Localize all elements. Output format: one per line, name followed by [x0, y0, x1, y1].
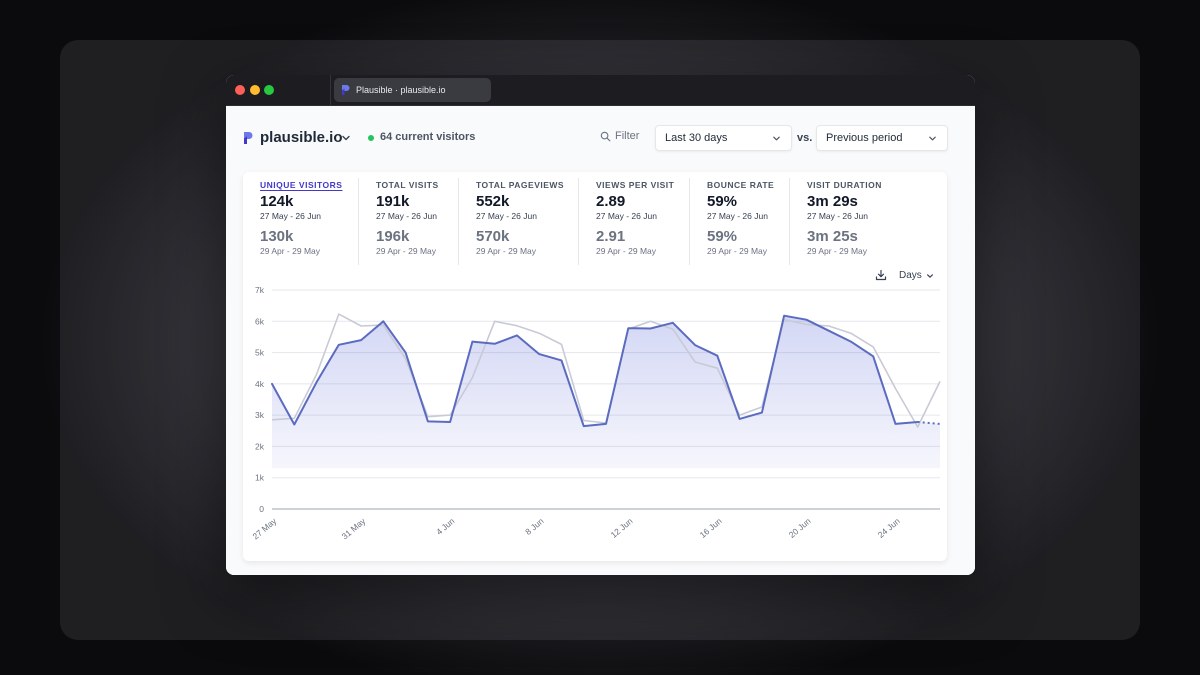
site-switcher-chevron-down-icon[interactable]	[341, 133, 351, 143]
metric-divider	[458, 178, 459, 265]
current-period-incomplete-segment	[917, 421, 941, 425]
x-axis: 27 May 31 May 4 Jun 8 Jun 12 Jun 16 Jun 20 Jun…	[251, 515, 902, 541]
visitors-line-chart: 0 1k 2k 3k 4k 5k 6k 7k 27 May 31 May 4 Jun 8 Jun 12…	[251, 285, 941, 541]
metric-value: 2.89	[596, 193, 626, 210]
metric-value: 3m 29s	[807, 193, 858, 210]
dashboard-header: plausible.io 64 current visitors Filter …	[226, 106, 975, 171]
current-period-area	[272, 315, 940, 469]
metric-label: VIEWS PER VISIT	[596, 180, 675, 190]
chevron-down-icon	[929, 136, 936, 141]
comparison-select-value: Previous period	[826, 132, 903, 144]
metric-range: 27 May - 26 Jun	[376, 211, 437, 221]
site-name[interactable]: plausible.io	[260, 129, 343, 146]
metric-label: BOUNCE RATE	[707, 180, 775, 190]
interval-picker[interactable]: Days	[899, 270, 934, 281]
metric-label: TOTAL VISITS	[376, 180, 439, 190]
metric-previous-range: 29 Apr - 29 May	[707, 246, 768, 256]
metric-divider	[689, 178, 690, 265]
minimize-window-button[interactable]	[250, 85, 260, 95]
current-visitors-link[interactable]: 64 current visitors	[380, 131, 476, 143]
x-tick-label: 8 Jun	[523, 516, 546, 537]
metric-value: 552k	[476, 193, 510, 210]
interval-label: Days	[899, 270, 922, 281]
metric-divider	[358, 178, 359, 265]
site-favicon-icon	[244, 132, 253, 144]
metric-previous-value: 570k	[476, 228, 510, 245]
metric-unique-visitors[interactable]: UNIQUE VISITORS 124k 27 May - 26 Jun 130…	[260, 180, 342, 267]
filter-button[interactable]: Filter	[600, 130, 639, 142]
metric-total-pageviews[interactable]: TOTAL PAGEVIEWS 552k 27 May - 26 Jun 570…	[476, 180, 564, 267]
x-tick-label: 31 May	[340, 515, 368, 541]
x-tick-label: 16 Jun	[698, 516, 724, 540]
live-status-dot	[368, 135, 374, 141]
current-period-line	[271, 314, 919, 428]
metric-views-per-visit[interactable]: VIEWS PER VISIT 2.89 27 May - 26 Jun 2.9…	[596, 180, 674, 267]
y-axis: 0 1k 2k 3k 4k 5k 6k 7k	[255, 285, 265, 514]
y-tick-label: 4k	[255, 379, 265, 389]
period-select-value: Last 30 days	[665, 132, 728, 144]
browser-tab[interactable]: Plausible · plausible.io	[334, 78, 491, 102]
plausible-favicon-icon	[342, 85, 350, 95]
y-tick-label: 3k	[255, 410, 265, 420]
metric-previous-value: 2.91	[596, 228, 626, 245]
search-icon	[600, 131, 611, 141]
x-tick-label: 20 Jun	[787, 516, 813, 540]
metric-previous-range: 29 Apr - 29 May	[476, 246, 537, 256]
y-tick-label: 2k	[255, 441, 265, 451]
filter-label: Filter	[615, 130, 640, 142]
metric-previous-value: 130k	[260, 228, 294, 245]
y-tick-label: 1k	[255, 473, 265, 483]
chevron-down-icon	[926, 273, 933, 278]
zoom-window-button[interactable]	[264, 85, 274, 95]
metric-previous-range: 29 Apr - 29 May	[260, 246, 321, 256]
y-tick-label: 0	[259, 504, 264, 514]
metric-value: 59%	[707, 193, 738, 210]
x-tick-label: 24 Jun	[876, 516, 902, 540]
metric-range: 27 May - 26 Jun	[596, 211, 657, 221]
metric-divider	[789, 178, 790, 265]
metric-previous-range: 29 Apr - 29 May	[807, 246, 868, 256]
metric-label: TOTAL PAGEVIEWS	[476, 180, 565, 190]
dashboard-content: plausible.io 64 current visitors Filter …	[226, 106, 975, 575]
metric-range: 27 May - 26 Jun	[476, 211, 537, 221]
tab-title: Plausible · plausible.io	[356, 85, 446, 95]
metric-range: 27 May - 26 Jun	[707, 211, 768, 221]
x-tick-label: 4 Jun	[434, 516, 457, 537]
metric-previous-value: 59%	[707, 228, 738, 245]
download-icon[interactable]	[875, 269, 887, 281]
metric-bounce-rate[interactable]: BOUNCE RATE 59% 27 May - 26 Jun 59% 29 A…	[707, 180, 774, 267]
metric-previous-value: 3m 25s	[807, 228, 858, 245]
vs-label: vs.	[797, 132, 813, 144]
metric-previous-range: 29 Apr - 29 May	[596, 246, 657, 256]
visitor-graph-card: UNIQUE VISITORS 124k 27 May - 26 Jun 130…	[243, 172, 947, 561]
metric-visit-duration[interactable]: VISIT DURATION 3m 29s 27 May - 26 Jun 3m…	[807, 180, 882, 267]
comparison-select[interactable]: Previous period	[816, 125, 948, 151]
metric-value: 191k	[376, 193, 410, 210]
y-tick-label: 6k	[255, 316, 265, 326]
period-select[interactable]: Last 30 days	[655, 125, 792, 151]
x-tick-label: 12 Jun	[609, 516, 635, 540]
x-tick-label: 27 May	[251, 515, 279, 541]
y-tick-label: 7k	[255, 285, 265, 295]
chevron-down-icon	[773, 136, 780, 141]
metric-value: 124k	[260, 193, 294, 210]
metric-range: 27 May - 26 Jun	[807, 211, 868, 221]
metric-total-visits[interactable]: TOTAL VISITS 191k 27 May - 26 Jun 196k 2…	[376, 180, 439, 267]
metric-label: UNIQUE VISITORS	[260, 180, 343, 190]
close-window-button[interactable]	[235, 85, 245, 95]
metric-label: VISIT DURATION	[807, 180, 882, 190]
metric-previous-value: 196k	[376, 228, 410, 245]
y-tick-label: 5k	[255, 348, 265, 358]
metric-range: 27 May - 26 Jun	[260, 211, 321, 221]
metric-divider	[578, 178, 579, 265]
browser-window: Plausible · plausible.io plausible.io 64…	[226, 75, 975, 575]
titlebar-divider	[330, 75, 331, 106]
window-titlebar: Plausible · plausible.io	[226, 75, 975, 106]
metric-previous-range: 29 Apr - 29 May	[376, 246, 437, 256]
